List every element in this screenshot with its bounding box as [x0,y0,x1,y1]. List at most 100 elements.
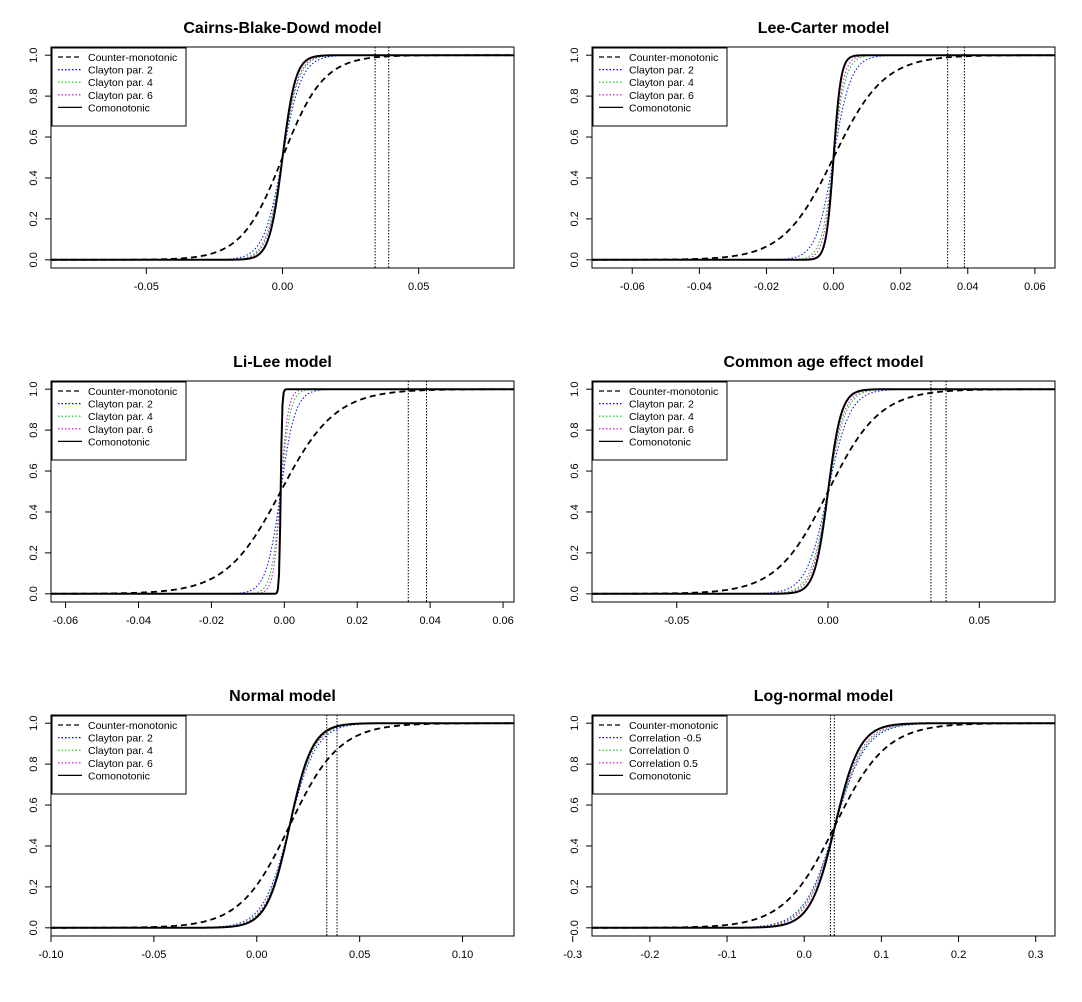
x-tick-label: 0.3 [1028,949,1043,961]
plot-frame [591,46,1056,269]
legend-label: Comonotonic [88,770,150,782]
legend-label: Clayton par. 2 [629,65,694,77]
legend-label: Comonotonic [629,102,691,114]
legend-label: Clayton par. 4 [629,77,694,89]
legend-box [592,47,728,127]
y-tick-label: 0.0 [569,586,581,601]
legend-label: Clayton par. 6 [629,424,694,436]
y-tick-label: 0.6 [28,463,40,478]
legend-box [51,47,187,127]
y-tick-label: 0.0 [28,920,40,935]
legend-box [51,715,187,795]
plot-frame [591,380,1056,603]
legend-label: Correlation 0.5 [629,758,698,770]
y-tick-label: 0.4 [569,838,581,853]
x-tick-label: 0.05 [969,615,990,627]
panel-6: Log-normal model 0.0 0.2 0.4 0.6 0.8 1.0 -0.3 -0… [563,688,1056,961]
y-tick-label: 1.0 [28,382,40,397]
x-tick-label: 0.02 [890,281,911,293]
x-tick-label: 0.00 [246,949,267,961]
legend-label: Clayton par. 4 [88,411,153,423]
legend-label: Clayton par. 6 [88,758,153,770]
y-tick-label: 1.0 [28,48,40,63]
panel-2: Lee-Carter model 0.0 0.2 0.4 0.6 0.8 1.0 -0.06 -… [569,20,1056,293]
x-tick-label: 0.05 [408,281,429,293]
x-tick-label: 0.00 [274,615,295,627]
series-line [51,54,514,261]
y-tick-label: 0.8 [569,422,581,437]
x-tick-label: 0.00 [823,281,844,293]
y-tick-label: 0.0 [569,920,581,935]
x-tick-label: -0.10 [38,949,63,961]
panel-5: Normal model 0.0 0.2 0.4 0.6 0.8 1.0 -0.10 -0.05… [28,688,515,961]
y-tick-label: 1.0 [569,382,581,397]
y-tick-label: 1.0 [28,716,40,731]
legend-label: Clayton par. 2 [88,733,153,745]
legend-box [592,381,728,461]
legend-label: Comonotonic [88,102,150,114]
y-tick-label: 0.2 [28,545,40,560]
chart-title: Li-Lee model [233,354,332,371]
plot-frame [591,714,1056,937]
legend-box [592,715,728,795]
legend-label: Comonotonic [88,436,150,448]
legend-label: Comonotonic [629,436,691,448]
y-tick-label: 0.4 [569,504,581,519]
chart-title: Log-normal model [754,688,894,705]
y-tick-label: 0.2 [569,211,581,226]
y-tick-label: 1.0 [569,716,581,731]
legend-label: Clayton par. 4 [88,77,153,89]
y-tick-label: 0.6 [28,797,40,812]
y-tick-label: 0.2 [569,545,581,560]
x-tick-label: -0.04 [687,281,712,293]
x-tick-label: 0.2 [951,949,966,961]
legend-label: Clayton par. 2 [88,65,153,77]
y-tick-label: 0.4 [569,170,581,185]
x-tick-label: 0.05 [349,949,370,961]
legend-label: Clayton par. 2 [88,399,153,411]
legend-box [51,381,187,461]
series-line [592,722,1055,929]
y-tick-label: 1.0 [569,48,581,63]
legend-label: Clayton par. 4 [629,411,694,423]
x-tick-label: 0.02 [347,615,368,627]
x-tick-label: 0.10 [452,949,473,961]
legend-label: Counter-monotonic [88,386,177,398]
plot-frame [50,380,515,603]
legend-label: Clayton par. 6 [629,90,694,102]
y-tick-label: 0.6 [569,129,581,144]
y-tick-label: 0.8 [28,422,40,437]
legend-label: Correlation 0 [629,745,689,757]
series-line [592,54,1055,261]
y-tick-label: 0.0 [569,252,581,267]
y-tick-label: 0.8 [28,756,40,771]
y-tick-label: 0.2 [28,879,40,894]
x-tick-label: -0.04 [126,615,151,627]
panel-3: Li-Lee model 0.0 0.2 0.4 0.6 0.8 1.0 -0.06 -0.04… [28,354,515,627]
y-tick-label: 0.4 [28,170,40,185]
y-tick-label: 0.8 [569,756,581,771]
plot-frame [50,714,515,937]
legend-label: Comonotonic [629,770,691,782]
y-tick-label: 0.4 [28,504,40,519]
y-tick-label: 0.6 [569,463,581,478]
y-tick-label: 0.6 [28,129,40,144]
y-tick-label: 0.2 [569,879,581,894]
legend-label: Counter-monotonic [629,386,718,398]
x-tick-label: -0.3 [563,949,582,961]
x-tick-label: -0.1 [718,949,737,961]
y-tick-label: 0.6 [569,797,581,812]
legend-label: Clayton par. 2 [629,399,694,411]
x-tick-label: -0.02 [199,615,224,627]
y-tick-label: 0.0 [28,252,40,267]
y-tick-label: 0.8 [28,88,40,103]
y-tick-label: 0.8 [569,88,581,103]
chart-title: Cairns-Blake-Dowd model [183,20,381,37]
